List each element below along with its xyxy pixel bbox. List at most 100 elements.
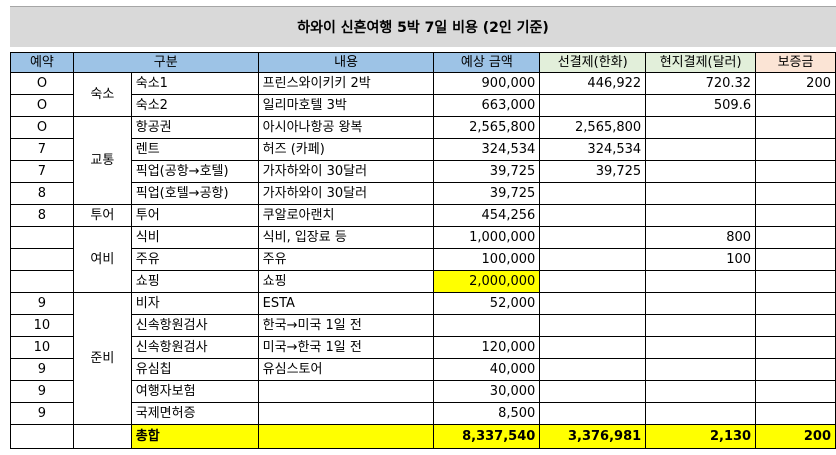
- header-reservation[interactable]: 예약: [10, 52, 74, 73]
- group-tour[interactable]: 투어: [72, 204, 132, 227]
- cell-prepaid[interactable]: [539, 358, 647, 381]
- cell-desc[interactable]: 주유: [257, 248, 435, 271]
- cell-estimate-highlighted[interactable]: 2,000,000: [433, 270, 541, 293]
- cell-local-pay[interactable]: [645, 182, 757, 205]
- cell-local-pay[interactable]: 509.6: [645, 94, 757, 117]
- cell-prepaid[interactable]: [539, 336, 647, 359]
- cell-local-pay[interactable]: [645, 292, 757, 315]
- cell-local-pay[interactable]: [645, 116, 757, 139]
- header-local-pay[interactable]: 현지결제(달러): [645, 52, 757, 73]
- cell-desc[interactable]: 아시아나항공 왕복: [257, 116, 435, 139]
- cell-reservation[interactable]: [10, 248, 74, 271]
- cell-prepaid[interactable]: [539, 204, 647, 227]
- cell-reservation[interactable]: O: [10, 94, 74, 117]
- cell-deposit[interactable]: [755, 138, 836, 161]
- cell-deposit[interactable]: [755, 94, 836, 117]
- cell-local-pay[interactable]: [645, 358, 757, 381]
- total-desc-blank[interactable]: [257, 424, 435, 449]
- total-estimate[interactable]: 8,337,540: [433, 424, 541, 449]
- cell-item[interactable]: 식비: [130, 226, 259, 249]
- cell-desc[interactable]: 허즈 (카페): [257, 138, 435, 161]
- cell-prepaid[interactable]: 39,725: [539, 160, 647, 183]
- cell-estimate[interactable]: 900,000: [433, 72, 541, 95]
- cell-reservation[interactable]: 7: [10, 138, 74, 161]
- cell-desc[interactable]: 유심스토어: [257, 358, 435, 381]
- cell-reservation[interactable]: 9: [10, 292, 74, 315]
- cell-estimate[interactable]: 39,725: [433, 160, 541, 183]
- cell-item[interactable]: 쇼핑: [130, 270, 259, 293]
- cell-desc[interactable]: [257, 402, 435, 425]
- cell-prepaid[interactable]: [539, 226, 647, 249]
- cell-item[interactable]: 유심칩: [130, 358, 259, 381]
- cell-prepaid[interactable]: 324,534: [539, 138, 647, 161]
- cell-prepaid[interactable]: [539, 292, 647, 315]
- cell-local-pay[interactable]: [645, 138, 757, 161]
- total-blank-group[interactable]: [72, 424, 132, 449]
- cell-desc[interactable]: 쿠알로아랜치: [257, 204, 435, 227]
- cell-prepaid[interactable]: 2,565,800: [539, 116, 647, 139]
- cell-deposit[interactable]: [755, 182, 836, 205]
- cell-reservation[interactable]: 10: [10, 336, 74, 359]
- cell-estimate[interactable]: 40,000: [433, 358, 541, 381]
- cell-estimate[interactable]: 52,000: [433, 292, 541, 315]
- total-label[interactable]: 총합: [130, 424, 259, 449]
- cell-local-pay[interactable]: 100: [645, 248, 757, 271]
- cell-prepaid[interactable]: [539, 248, 647, 271]
- cell-estimate[interactable]: 324,534: [433, 138, 541, 161]
- cell-desc[interactable]: 미국→한국 1일 전: [257, 336, 435, 359]
- cell-item[interactable]: 국제면허증: [130, 402, 259, 425]
- cell-prepaid[interactable]: [539, 314, 647, 337]
- cell-deposit[interactable]: [755, 314, 836, 337]
- cell-deposit[interactable]: [755, 402, 836, 425]
- cell-item[interactable]: 항공권: [130, 116, 259, 139]
- header-group[interactable]: 구분: [72, 52, 259, 73]
- cell-reservation[interactable]: O: [10, 72, 74, 95]
- total-blank[interactable]: [10, 424, 74, 449]
- cell-estimate[interactable]: 100,000: [433, 248, 541, 271]
- cell-estimate[interactable]: 39,725: [433, 182, 541, 205]
- cell-deposit[interactable]: [755, 116, 836, 139]
- cell-deposit[interactable]: [755, 336, 836, 359]
- cell-deposit[interactable]: [755, 380, 836, 403]
- cell-item[interactable]: 렌트: [130, 138, 259, 161]
- cell-local-pay[interactable]: [645, 314, 757, 337]
- cell-estimate[interactable]: 120,000: [433, 336, 541, 359]
- cell-prepaid[interactable]: 446,922: [539, 72, 647, 95]
- cell-estimate[interactable]: 30,000: [433, 380, 541, 403]
- cell-deposit[interactable]: [755, 204, 836, 227]
- cell-desc[interactable]: ESTA: [257, 292, 435, 315]
- cell-local-pay[interactable]: [645, 270, 757, 293]
- cell-local-pay[interactable]: 720.32: [645, 72, 757, 95]
- cell-item[interactable]: 주유: [130, 248, 259, 271]
- cell-local-pay[interactable]: [645, 160, 757, 183]
- total-prepaid[interactable]: 3,376,981: [539, 424, 647, 449]
- cell-item[interactable]: 여행자보험: [130, 380, 259, 403]
- cell-reservation[interactable]: [10, 270, 74, 293]
- cell-item[interactable]: 숙소1: [130, 72, 259, 95]
- cell-desc[interactable]: 쇼핑: [257, 270, 435, 293]
- cell-desc[interactable]: 일리마호텔 3박: [257, 94, 435, 117]
- cell-deposit[interactable]: 200: [755, 72, 836, 95]
- cell-desc[interactable]: 식비, 입장료 등: [257, 226, 435, 249]
- cell-prepaid[interactable]: [539, 270, 647, 293]
- header-prepaid[interactable]: 선결제(한화): [539, 52, 647, 73]
- header-deposit[interactable]: 보증금: [755, 52, 836, 73]
- group-lodging[interactable]: 숙소: [72, 72, 132, 117]
- cell-estimate[interactable]: 2,565,800: [433, 116, 541, 139]
- cell-prepaid[interactable]: [539, 402, 647, 425]
- group-spare[interactable]: 여비: [72, 226, 132, 293]
- cell-deposit[interactable]: [755, 292, 836, 315]
- cell-item[interactable]: 투어: [130, 204, 259, 227]
- cell-reservation[interactable]: 8: [10, 182, 74, 205]
- cell-estimate[interactable]: 8,500: [433, 402, 541, 425]
- cell-estimate[interactable]: [433, 314, 541, 337]
- cell-desc[interactable]: 가자하와이 30달러: [257, 160, 435, 183]
- header-estimate[interactable]: 예상 금액: [433, 52, 541, 73]
- group-prep[interactable]: 준비: [72, 292, 132, 425]
- total-local-pay[interactable]: 2,130: [645, 424, 757, 449]
- cell-reservation[interactable]: 9: [10, 380, 74, 403]
- cell-reservation[interactable]: 9: [10, 402, 74, 425]
- cell-reservation[interactable]: O: [10, 116, 74, 139]
- cell-item[interactable]: 숙소2: [130, 94, 259, 117]
- cell-desc[interactable]: 한국→미국 1일 전: [257, 314, 435, 337]
